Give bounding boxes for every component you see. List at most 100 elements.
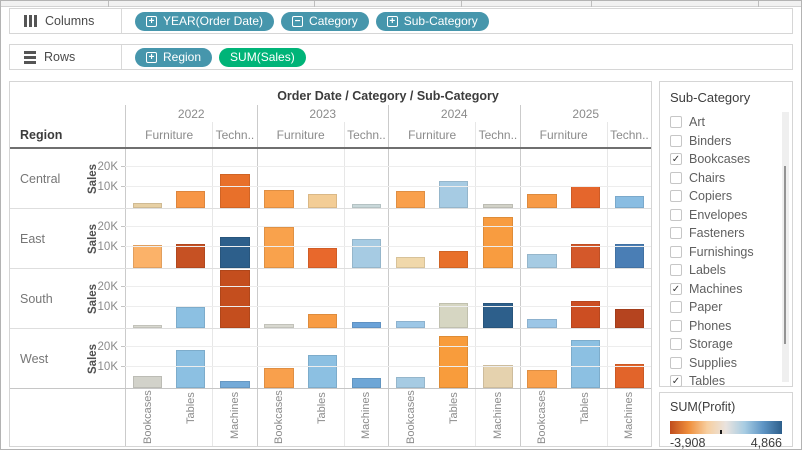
checkbox-icon[interactable] xyxy=(670,135,682,147)
subcategory-axis-label[interactable]: Bookcases xyxy=(405,392,417,444)
filter-item-tables[interactable]: ✓Tables xyxy=(670,372,792,391)
bar[interactable] xyxy=(133,203,162,208)
checkbox-icon[interactable] xyxy=(670,190,682,202)
category-header-furniture[interactable]: Furniture xyxy=(258,122,345,147)
year-header[interactable]: 2023 xyxy=(257,105,389,122)
bar[interactable] xyxy=(352,378,381,388)
checkbox-icon[interactable] xyxy=(670,301,682,313)
bar[interactable] xyxy=(133,325,162,328)
bar[interactable] xyxy=(264,368,293,388)
bar[interactable] xyxy=(308,314,337,328)
subcategory-axis-label[interactable]: Machines xyxy=(229,392,241,444)
checkbox-icon[interactable] xyxy=(670,338,682,350)
region-label[interactable]: Central xyxy=(10,149,85,208)
year-header[interactable]: 2022 xyxy=(125,105,257,122)
subcategory-axis-label[interactable]: Bookcases xyxy=(273,392,285,444)
bar[interactable] xyxy=(483,365,512,388)
checkbox-checked-icon[interactable]: ✓ xyxy=(670,153,682,165)
category-header-technology[interactable]: Techn.. xyxy=(345,122,388,147)
bar[interactable] xyxy=(133,245,162,268)
region-label[interactable]: West xyxy=(10,329,85,388)
pill-region[interactable]: +Region xyxy=(135,48,212,67)
pill-sub-category[interactable]: +Sub-Category xyxy=(376,12,489,31)
subcategory-axis-label[interactable]: Machines xyxy=(360,392,372,444)
expand-icon[interactable]: + xyxy=(146,52,157,63)
checkbox-icon[interactable] xyxy=(670,246,682,258)
bar[interactable] xyxy=(571,244,600,268)
subcategory-axis-label[interactable]: Machines xyxy=(492,392,504,444)
bar[interactable] xyxy=(220,174,249,208)
rows-shelf[interactable]: Rows +RegionSUM(Sales) xyxy=(9,44,793,70)
category-header-technology[interactable]: Techn.. xyxy=(476,122,519,147)
filter-scrollbar[interactable] xyxy=(782,112,789,382)
filter-item-bookcases[interactable]: ✓Bookcases xyxy=(670,150,792,169)
filter-item-art[interactable]: Art xyxy=(670,113,792,132)
filter-item-envelopes[interactable]: Envelopes xyxy=(670,206,792,225)
columns-shelf[interactable]: Columns +YEAR(Order Date)−Category+Sub-C… xyxy=(9,8,793,34)
bar[interactable] xyxy=(176,244,205,268)
bar[interactable] xyxy=(615,309,644,328)
bar[interactable] xyxy=(176,191,205,208)
filter-item-fasteners[interactable]: Fasteners xyxy=(670,224,792,243)
bar[interactable] xyxy=(571,340,600,388)
filter-scrollbar-thumb[interactable] xyxy=(784,166,786,344)
bar[interactable] xyxy=(615,244,644,268)
filter-item-copiers[interactable]: Copiers xyxy=(670,187,792,206)
bar[interactable] xyxy=(396,257,425,268)
bar[interactable] xyxy=(396,377,425,388)
bar[interactable] xyxy=(527,319,556,328)
category-header-furniture[interactable]: Furniture xyxy=(389,122,476,147)
expand-icon[interactable]: + xyxy=(146,16,157,27)
bar[interactable] xyxy=(615,196,644,208)
bar[interactable] xyxy=(220,381,249,388)
bar[interactable] xyxy=(133,376,162,388)
bar[interactable] xyxy=(220,237,249,268)
filter-item-chairs[interactable]: Chairs xyxy=(670,169,792,188)
checkbox-icon[interactable] xyxy=(670,172,682,184)
bar[interactable] xyxy=(308,248,337,268)
bar[interactable] xyxy=(527,194,556,208)
bar[interactable] xyxy=(264,324,293,328)
category-header-technology[interactable]: Techn.. xyxy=(608,122,651,147)
bar[interactable] xyxy=(396,191,425,208)
pill-year-order-date-[interactable]: +YEAR(Order Date) xyxy=(135,12,274,31)
bar[interactable] xyxy=(352,204,381,208)
bar[interactable] xyxy=(439,181,468,208)
bar[interactable] xyxy=(483,204,512,208)
category-header-furniture[interactable]: Furniture xyxy=(521,122,608,147)
bar[interactable] xyxy=(527,254,556,268)
checkbox-icon[interactable] xyxy=(670,116,682,128)
category-header-furniture[interactable]: Furniture xyxy=(126,122,213,147)
filter-item-labels[interactable]: Labels xyxy=(670,261,792,280)
subcategory-axis-label[interactable]: Tables xyxy=(579,392,591,444)
year-header[interactable]: 2024 xyxy=(388,105,520,122)
bar[interactable] xyxy=(615,364,644,388)
bar[interactable] xyxy=(439,251,468,268)
bar[interactable] xyxy=(396,321,425,328)
subcategory-axis-label[interactable]: Tables xyxy=(316,392,328,444)
pill-sum-sales-[interactable]: SUM(Sales) xyxy=(219,48,306,67)
filter-item-storage[interactable]: Storage xyxy=(670,335,792,354)
bar[interactable] xyxy=(527,370,556,388)
bar[interactable] xyxy=(439,336,468,388)
checkbox-checked-icon[interactable]: ✓ xyxy=(670,375,682,387)
checkbox-icon[interactable] xyxy=(670,320,682,332)
bar[interactable] xyxy=(308,194,337,208)
filter-item-supplies[interactable]: Supplies xyxy=(670,354,792,373)
region-label[interactable]: South xyxy=(10,269,85,328)
bar[interactable] xyxy=(308,355,337,388)
region-label[interactable]: East xyxy=(10,209,85,268)
collapse-icon[interactable]: − xyxy=(292,16,303,27)
checkbox-icon[interactable] xyxy=(670,227,682,239)
checkbox-icon[interactable] xyxy=(670,209,682,221)
pill-category[interactable]: −Category xyxy=(281,12,369,31)
checkbox-icon[interactable] xyxy=(670,357,682,369)
bar[interactable] xyxy=(176,350,205,388)
filter-item-machines[interactable]: ✓Machines xyxy=(670,280,792,299)
expand-icon[interactable]: + xyxy=(387,16,398,27)
checkbox-checked-icon[interactable]: ✓ xyxy=(670,283,682,295)
category-header-technology[interactable]: Techn.. xyxy=(213,122,256,147)
subcategory-axis-label[interactable]: Tables xyxy=(448,392,460,444)
bar[interactable] xyxy=(571,186,600,208)
bar[interactable] xyxy=(176,307,205,328)
